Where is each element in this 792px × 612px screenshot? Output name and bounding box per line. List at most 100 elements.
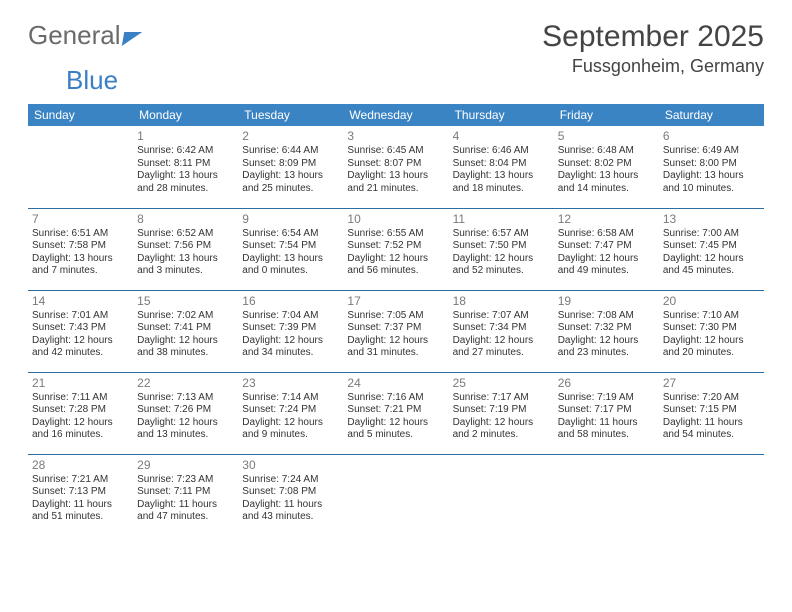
sunset-text: Sunset: 7:39 PM — [242, 322, 339, 335]
weekday-header: Tuesday — [238, 104, 343, 126]
sunrise-text: Sunrise: 7:13 AM — [137, 392, 234, 405]
calendar-cell: 27Sunrise: 7:20 AMSunset: 7:15 PMDayligh… — [659, 372, 764, 454]
calendar-cell: 15Sunrise: 7:02 AMSunset: 7:41 PMDayligh… — [133, 290, 238, 372]
weekday-header: Thursday — [449, 104, 554, 126]
daylight-text: Daylight: 12 hours and 45 minutes. — [663, 253, 760, 278]
calendar-week: 21Sunrise: 7:11 AMSunset: 7:28 PMDayligh… — [28, 372, 764, 454]
calendar-cell: 21Sunrise: 7:11 AMSunset: 7:28 PMDayligh… — [28, 372, 133, 454]
daylight-text: Daylight: 11 hours and 58 minutes. — [558, 417, 655, 442]
sunrise-text: Sunrise: 6:48 AM — [558, 145, 655, 158]
daylight-text: Daylight: 12 hours and 42 minutes. — [32, 335, 129, 360]
sunrise-text: Sunrise: 7:20 AM — [663, 392, 760, 405]
calendar-cell — [28, 126, 133, 208]
sunrise-text: Sunrise: 6:49 AM — [663, 145, 760, 158]
sunrise-text: Sunrise: 7:05 AM — [347, 310, 444, 323]
calendar-cell: 17Sunrise: 7:05 AMSunset: 7:37 PMDayligh… — [343, 290, 448, 372]
sunrise-text: Sunrise: 7:04 AM — [242, 310, 339, 323]
calendar-cell: 7Sunrise: 6:51 AMSunset: 7:58 PMDaylight… — [28, 208, 133, 290]
calendar-cell: 16Sunrise: 7:04 AMSunset: 7:39 PMDayligh… — [238, 290, 343, 372]
calendar-cell: 4Sunrise: 6:46 AMSunset: 8:04 PMDaylight… — [449, 126, 554, 208]
daylight-text: Daylight: 12 hours and 38 minutes. — [137, 335, 234, 360]
day-number: 9 — [242, 212, 339, 227]
daylight-text: Daylight: 13 hours and 28 minutes. — [137, 170, 234, 195]
sunrise-text: Sunrise: 6:58 AM — [558, 228, 655, 241]
logo-text-2: Blue — [66, 65, 118, 95]
calendar-cell: 2Sunrise: 6:44 AMSunset: 8:09 PMDaylight… — [238, 126, 343, 208]
sunset-text: Sunset: 8:07 PM — [347, 158, 444, 171]
sunrise-text: Sunrise: 7:16 AM — [347, 392, 444, 405]
day-number: 7 — [32, 212, 129, 227]
daylight-text: Daylight: 13 hours and 10 minutes. — [663, 170, 760, 195]
calendar-week: 28Sunrise: 7:21 AMSunset: 7:13 PMDayligh… — [28, 454, 764, 536]
day-number: 8 — [137, 212, 234, 227]
weekday-header: Monday — [133, 104, 238, 126]
day-number: 22 — [137, 376, 234, 391]
calendar-cell — [554, 454, 659, 536]
weekday-header: Sunday — [28, 104, 133, 126]
sunset-text: Sunset: 7:41 PM — [137, 322, 234, 335]
daylight-text: Daylight: 12 hours and 16 minutes. — [32, 417, 129, 442]
daylight-text: Daylight: 13 hours and 7 minutes. — [32, 253, 129, 278]
calendar-cell — [659, 454, 764, 536]
calendar-cell: 1Sunrise: 6:42 AMSunset: 8:11 PMDaylight… — [133, 126, 238, 208]
daylight-text: Daylight: 13 hours and 0 minutes. — [242, 253, 339, 278]
sunrise-text: Sunrise: 7:08 AM — [558, 310, 655, 323]
title-block: September 2025 Fussgonheim, Germany — [542, 20, 764, 77]
sunset-text: Sunset: 7:47 PM — [558, 240, 655, 253]
location: Fussgonheim, Germany — [542, 56, 764, 77]
daylight-text: Daylight: 12 hours and 52 minutes. — [453, 253, 550, 278]
day-number: 28 — [32, 458, 129, 473]
sunset-text: Sunset: 8:00 PM — [663, 158, 760, 171]
daylight-text: Daylight: 12 hours and 5 minutes. — [347, 417, 444, 442]
day-number: 12 — [558, 212, 655, 227]
day-number: 10 — [347, 212, 444, 227]
sunrise-text: Sunrise: 7:23 AM — [137, 474, 234, 487]
calendar-cell: 12Sunrise: 6:58 AMSunset: 7:47 PMDayligh… — [554, 208, 659, 290]
calendar-cell: 19Sunrise: 7:08 AMSunset: 7:32 PMDayligh… — [554, 290, 659, 372]
calendar-cell: 5Sunrise: 6:48 AMSunset: 8:02 PMDaylight… — [554, 126, 659, 208]
sunrise-text: Sunrise: 7:17 AM — [453, 392, 550, 405]
day-number: 16 — [242, 294, 339, 309]
day-number: 23 — [242, 376, 339, 391]
sunset-text: Sunset: 7:54 PM — [242, 240, 339, 253]
sunset-text: Sunset: 7:15 PM — [663, 404, 760, 417]
sunrise-text: Sunrise: 7:21 AM — [32, 474, 129, 487]
weekday-header: Friday — [554, 104, 659, 126]
sunset-text: Sunset: 7:08 PM — [242, 486, 339, 499]
sunset-text: Sunset: 7:43 PM — [32, 322, 129, 335]
daylight-text: Daylight: 13 hours and 14 minutes. — [558, 170, 655, 195]
calendar-body: 1Sunrise: 6:42 AMSunset: 8:11 PMDaylight… — [28, 126, 764, 536]
sunrise-text: Sunrise: 6:45 AM — [347, 145, 444, 158]
day-number: 5 — [558, 129, 655, 144]
sunrise-text: Sunrise: 6:54 AM — [242, 228, 339, 241]
calendar-cell: 26Sunrise: 7:19 AMSunset: 7:17 PMDayligh… — [554, 372, 659, 454]
sunset-text: Sunset: 7:19 PM — [453, 404, 550, 417]
calendar-week: 14Sunrise: 7:01 AMSunset: 7:43 PMDayligh… — [28, 290, 764, 372]
sunrise-text: Sunrise: 7:01 AM — [32, 310, 129, 323]
logo: General — [28, 20, 143, 51]
weekday-header-row: SundayMondayTuesdayWednesdayThursdayFrid… — [28, 104, 764, 126]
calendar-cell: 20Sunrise: 7:10 AMSunset: 7:30 PMDayligh… — [659, 290, 764, 372]
calendar-cell: 25Sunrise: 7:17 AMSunset: 7:19 PMDayligh… — [449, 372, 554, 454]
sunset-text: Sunset: 7:26 PM — [137, 404, 234, 417]
day-number: 29 — [137, 458, 234, 473]
daylight-text: Daylight: 12 hours and 34 minutes. — [242, 335, 339, 360]
day-number: 30 — [242, 458, 339, 473]
daylight-text: Daylight: 12 hours and 9 minutes. — [242, 417, 339, 442]
day-number: 17 — [347, 294, 444, 309]
day-number: 21 — [32, 376, 129, 391]
weekday-header: Wednesday — [343, 104, 448, 126]
sunrise-text: Sunrise: 7:07 AM — [453, 310, 550, 323]
daylight-text: Daylight: 12 hours and 49 minutes. — [558, 253, 655, 278]
sunrise-text: Sunrise: 7:00 AM — [663, 228, 760, 241]
day-number: 2 — [242, 129, 339, 144]
sunset-text: Sunset: 8:04 PM — [453, 158, 550, 171]
page-title: September 2025 — [542, 20, 764, 54]
sunset-text: Sunset: 7:24 PM — [242, 404, 339, 417]
daylight-text: Daylight: 12 hours and 56 minutes. — [347, 253, 444, 278]
sunrise-text: Sunrise: 7:10 AM — [663, 310, 760, 323]
sunrise-text: Sunrise: 6:51 AM — [32, 228, 129, 241]
daylight-text: Daylight: 12 hours and 2 minutes. — [453, 417, 550, 442]
sunrise-text: Sunrise: 7:11 AM — [32, 392, 129, 405]
daylight-text: Daylight: 11 hours and 47 minutes. — [137, 499, 234, 524]
